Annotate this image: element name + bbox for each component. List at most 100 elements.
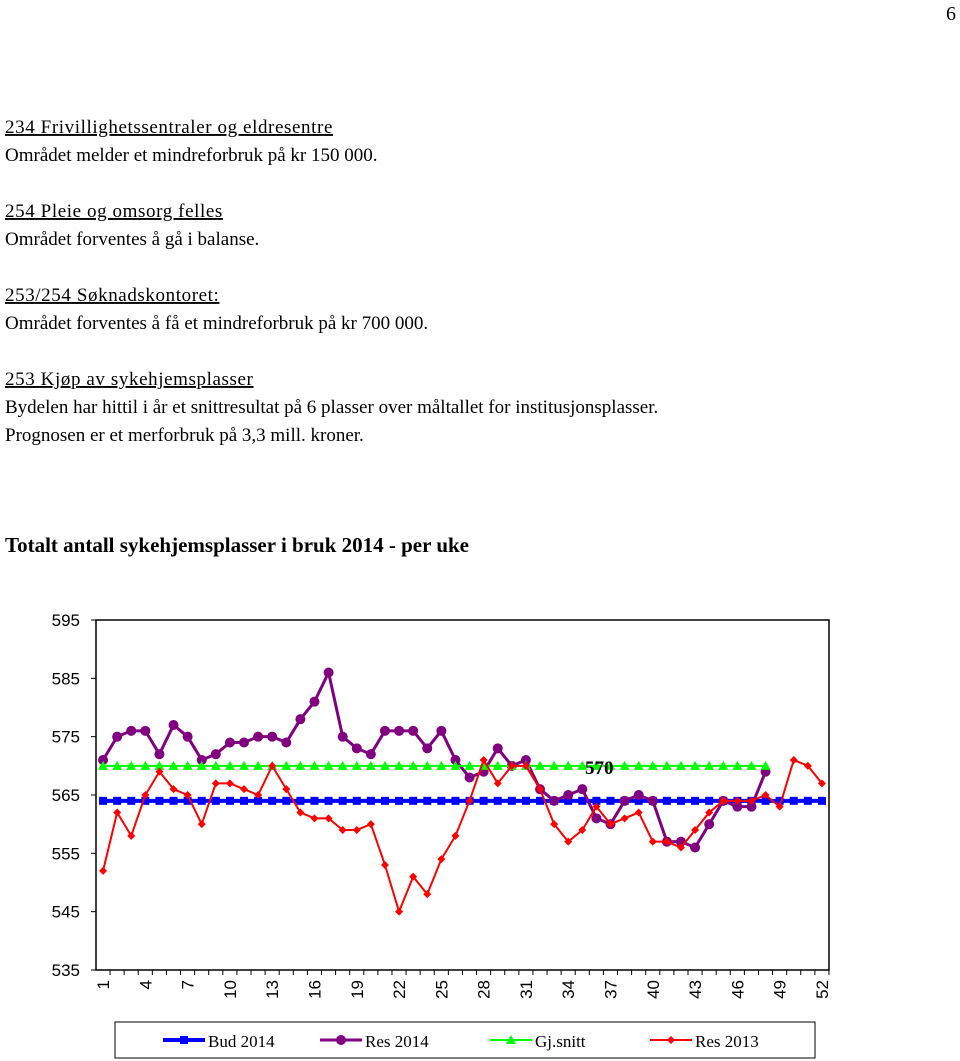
marker <box>493 796 502 805</box>
marker <box>422 743 433 754</box>
paragraph-line: Området forventes å gå i balanse. <box>5 229 259 250</box>
paragraph-line: Bydelen har hittil i år et snittresultat… <box>5 397 658 418</box>
marker <box>154 749 165 760</box>
marker <box>182 760 193 770</box>
marker <box>747 796 756 805</box>
marker <box>351 743 362 754</box>
marker <box>365 749 376 760</box>
marker <box>379 760 390 770</box>
marker <box>240 796 249 805</box>
x-tick-label: 25 <box>432 980 451 999</box>
page-number: 6 <box>946 3 956 25</box>
marker <box>591 760 602 770</box>
x-tick-label: 1 <box>94 980 113 989</box>
marker <box>169 785 178 794</box>
legend-label: Bud 2014 <box>208 1032 275 1051</box>
marker <box>606 796 615 805</box>
marker <box>718 760 729 770</box>
marker <box>380 861 389 869</box>
legend-label: Gj.snitt <box>535 1032 586 1051</box>
marker <box>224 760 235 770</box>
marker <box>803 796 812 805</box>
marker <box>536 785 545 794</box>
marker <box>564 837 573 846</box>
marker <box>99 866 108 875</box>
marker <box>549 795 560 806</box>
marker <box>451 796 460 805</box>
marker <box>479 756 488 764</box>
marker <box>550 820 559 829</box>
marker <box>507 761 516 770</box>
marker <box>492 760 503 770</box>
legend-label: Res 2013 <box>695 1032 759 1051</box>
annotation: 570 <box>585 758 614 779</box>
marker <box>732 801 743 812</box>
marker <box>592 802 601 811</box>
section-heading: 253/254 Søknadskontoret: <box>5 285 219 306</box>
marker <box>366 820 375 829</box>
marker <box>464 760 475 770</box>
x-tick-label: 7 <box>179 980 198 989</box>
section-heading: 254 Pleie og omsorg felles <box>5 201 223 222</box>
marker <box>210 760 221 770</box>
marker <box>395 907 404 916</box>
marker <box>225 796 234 805</box>
marker <box>225 779 234 788</box>
marker <box>281 737 292 748</box>
marker <box>423 890 432 899</box>
marker <box>789 796 798 805</box>
marker <box>366 796 375 805</box>
marker <box>98 760 109 770</box>
marker <box>352 796 361 805</box>
marker <box>281 760 292 770</box>
y-tick-label: 555 <box>52 844 80 863</box>
marker <box>647 795 658 806</box>
y-tick-label: 535 <box>52 961 80 980</box>
marker <box>127 796 136 805</box>
marker <box>648 837 657 846</box>
marker <box>323 667 334 678</box>
marker <box>323 760 334 770</box>
marker <box>126 760 137 770</box>
marker <box>423 796 432 805</box>
marker <box>282 796 291 805</box>
marker <box>141 796 150 805</box>
marker <box>761 791 770 799</box>
x-tick-label: 19 <box>348 980 367 999</box>
marker <box>507 796 516 805</box>
marker <box>465 796 474 805</box>
marker <box>196 760 207 770</box>
marker <box>733 796 742 805</box>
marker <box>661 760 672 770</box>
marker <box>168 720 179 730</box>
marker <box>691 796 700 805</box>
marker <box>676 843 685 852</box>
marker <box>578 826 587 834</box>
section-heading: 253 Kjøp av sykehjemsplasser <box>5 369 254 390</box>
x-tick-label: 4 <box>136 980 155 989</box>
marker <box>98 755 109 765</box>
marker <box>183 791 192 799</box>
marker <box>196 755 207 765</box>
marker <box>182 731 193 742</box>
marker <box>760 760 771 770</box>
y-tick-label: 585 <box>52 669 80 688</box>
marker <box>99 796 108 805</box>
legend-marker <box>180 1036 188 1044</box>
marker <box>309 696 320 707</box>
marker <box>296 808 305 817</box>
marker <box>577 784 588 795</box>
marker <box>662 837 671 846</box>
marker <box>775 796 784 805</box>
x-tick-label: 13 <box>263 980 282 999</box>
marker <box>352 826 361 834</box>
section-heading: 234 Frivillighetssentraler og eldresentr… <box>5 117 333 138</box>
marker <box>239 737 250 748</box>
marker <box>817 779 826 788</box>
marker <box>253 731 264 742</box>
x-tick-label: 16 <box>305 980 324 999</box>
marker <box>409 796 418 805</box>
marker <box>141 791 150 799</box>
marker <box>113 796 122 805</box>
